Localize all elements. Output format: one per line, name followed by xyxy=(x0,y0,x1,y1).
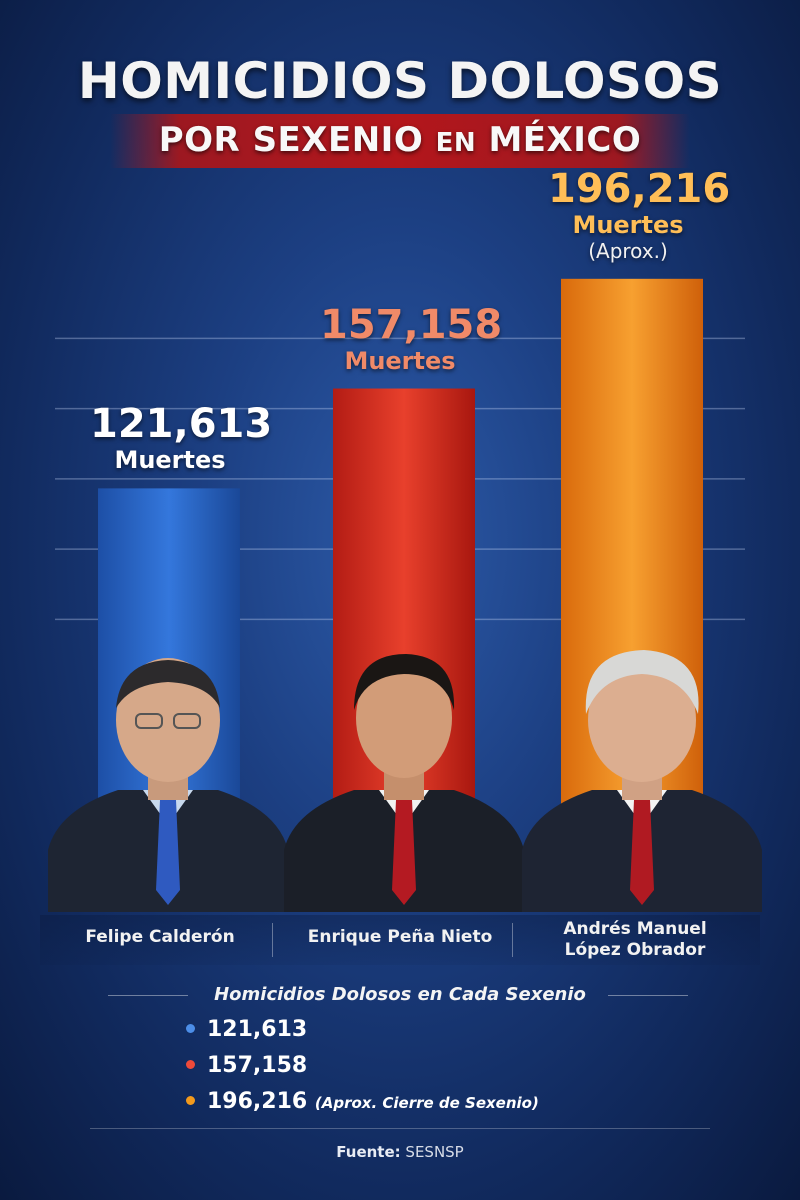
legend-line-left xyxy=(108,995,188,996)
legend-item: 157,158 xyxy=(186,1053,307,1078)
pena-nieto-portrait xyxy=(284,654,524,912)
names-divider xyxy=(272,923,273,957)
legend-item: 121,613 xyxy=(186,1017,307,1042)
bar-value: 196,216 xyxy=(548,165,731,212)
name-amlo-line2: López Obrador xyxy=(564,940,706,960)
legend-dot-orange xyxy=(186,1095,195,1105)
name-calderon: Felipe Calderón xyxy=(85,927,235,947)
subtitle-band xyxy=(110,114,690,168)
legend-value: 121,613 xyxy=(207,1017,308,1042)
names-row: Felipe Calderón Enrique Peña Nieto André… xyxy=(40,915,760,965)
subtitle-part-3: MÉXICO xyxy=(488,120,642,160)
source-note: Fuente: SESNSP xyxy=(0,1143,800,1161)
bar-value: 157,158 xyxy=(320,301,503,348)
legend-note: (Aprox. Cierre de Sexenio) xyxy=(314,1094,539,1112)
footer-separator xyxy=(90,1128,710,1129)
legend-value: 196,216 xyxy=(207,1089,308,1114)
bar-unit: Muertes xyxy=(572,210,684,239)
name-pena-nieto: Enrique Peña Nieto xyxy=(307,927,493,947)
bar-label-amlo: 196,216 Muertes (Aprox.) xyxy=(548,165,731,263)
legend-value: 157,158 xyxy=(207,1053,308,1078)
bar-unit: Muertes xyxy=(114,446,226,475)
bar-label-calderon: 121,613 Muertes xyxy=(90,401,273,475)
legend-dot-red xyxy=(186,1059,195,1069)
source-value: SESNSP xyxy=(405,1143,464,1161)
source-label: Fuente: xyxy=(336,1143,401,1161)
bar-unit: Muertes xyxy=(344,346,456,375)
legend-dot-blue xyxy=(186,1023,195,1033)
legend-item: 196,216 (Aprox. Cierre de Sexenio) xyxy=(186,1089,539,1114)
legend-title: Homicidios Dolosos en Cada Sexenio xyxy=(214,984,586,1005)
calderon-portrait xyxy=(48,658,288,912)
amlo-portrait xyxy=(522,650,762,912)
page-title: HOMICIDIOS DOLOSOS xyxy=(77,52,723,110)
name-amlo-line1: Andrés Manuel xyxy=(563,919,707,939)
bar-note: (Aprox.) xyxy=(588,238,668,263)
names-divider xyxy=(512,923,513,957)
subtitle-part-2: EN xyxy=(435,128,477,158)
bar-value: 121,613 xyxy=(90,401,273,448)
legend-line-right xyxy=(608,995,688,996)
page-subtitle: POR SEXENIO EN MÉXICO xyxy=(0,120,800,160)
subtitle-part-1: POR SEXENIO xyxy=(158,120,424,160)
name-amlo: Andrés Manuel López Obrador xyxy=(530,919,740,961)
bar-label-pena-nieto: 157,158 Muertes xyxy=(320,301,503,375)
